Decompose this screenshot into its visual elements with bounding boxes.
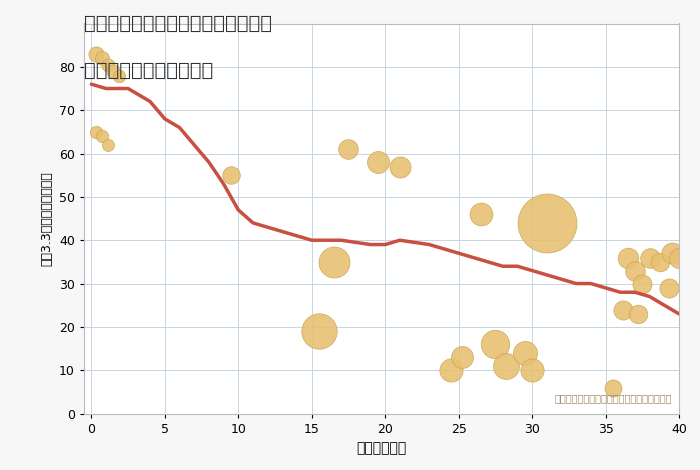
Point — [666, 250, 678, 257]
Point — [637, 280, 648, 287]
Point — [644, 254, 655, 261]
Point — [519, 349, 531, 357]
X-axis label: 築年数（年）: 築年数（年） — [356, 441, 407, 455]
Point — [490, 340, 501, 348]
Point — [90, 50, 101, 58]
Point — [102, 61, 113, 69]
Point — [654, 258, 666, 266]
Point — [108, 67, 119, 75]
Point — [629, 267, 641, 274]
Point — [500, 362, 511, 370]
Point — [446, 367, 457, 374]
Text: 円の大きさは、取引のあった物件面積を示す: 円の大きさは、取引のあった物件面積を示す — [554, 393, 672, 403]
Point — [663, 284, 674, 292]
Point — [622, 254, 634, 261]
Point — [90, 128, 101, 136]
Point — [394, 163, 405, 170]
Point — [102, 141, 113, 149]
Point — [541, 219, 552, 227]
Text: 築年数別中古戸建て価格: 築年数別中古戸建て価格 — [84, 61, 214, 80]
Point — [372, 158, 384, 166]
Point — [96, 55, 107, 62]
Point — [475, 211, 486, 218]
Point — [225, 172, 237, 179]
Point — [343, 145, 354, 153]
Text: 福岡県北九州市八幡西区東折尾町の: 福岡県北九州市八幡西区東折尾町の — [84, 14, 272, 33]
Point — [617, 306, 629, 313]
Y-axis label: 坪（3.3㎡）単価（万円）: 坪（3.3㎡）単価（万円） — [41, 171, 53, 266]
Point — [314, 328, 325, 335]
Point — [456, 353, 467, 361]
Point — [526, 367, 538, 374]
Point — [113, 72, 125, 79]
Point — [632, 310, 643, 318]
Point — [96, 133, 107, 140]
Point — [673, 254, 685, 261]
Point — [328, 258, 339, 266]
Point — [608, 384, 619, 392]
